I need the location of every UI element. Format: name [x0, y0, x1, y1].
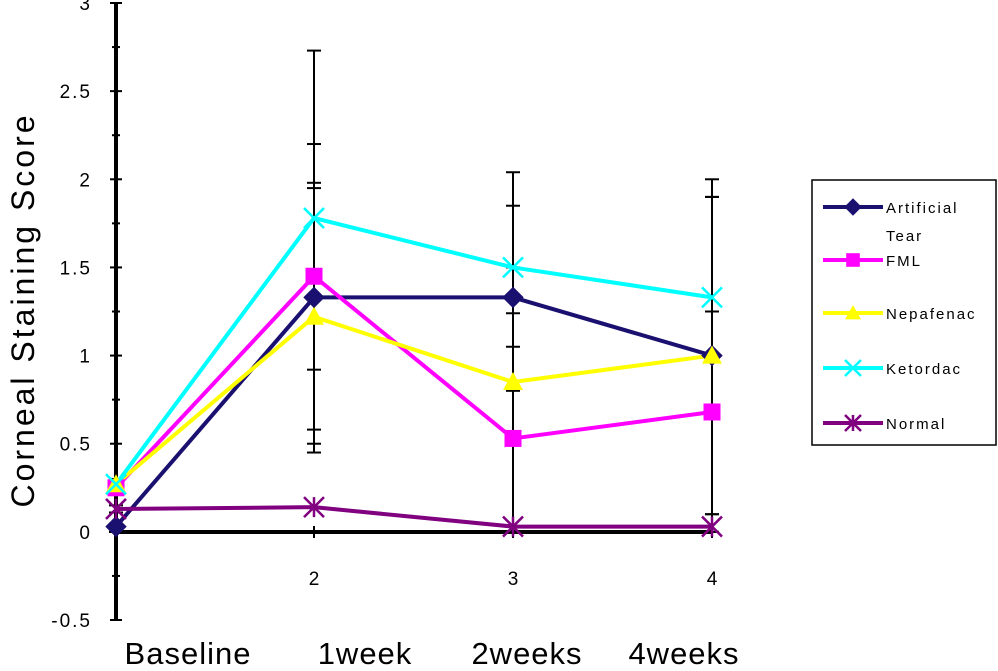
y-tick-label: 3	[79, 0, 92, 15]
legend: Artificial Tear FML Nepafenac Ketordac Normal	[811, 179, 997, 446]
data-point-square	[305, 267, 323, 285]
legend-marker-x	[844, 359, 862, 377]
data-point-x	[502, 256, 524, 279]
series-markers	[105, 207, 723, 538]
data-point-square	[504, 429, 522, 447]
x-category-label: 4weeks	[628, 636, 739, 671]
error-bars	[109, 49, 719, 533]
data-point-star	[502, 515, 524, 538]
x-category-label: 1week	[318, 636, 413, 671]
y-tick-label: 1.5	[60, 258, 92, 279]
y-tick-label: 2	[79, 170, 92, 191]
series-lines	[114, 215, 713, 529]
legend-entry-label: Normal	[886, 416, 946, 433]
data-point-triangle	[304, 306, 324, 325]
series-line-fml	[114, 273, 713, 490]
series-line-normal	[115, 505, 712, 529]
legend-marker-square	[846, 253, 860, 267]
axes: 3 2.5 2 1.5 1 0.5 0 -0.5 2 3 4 Baseline 1week 2weeks 4…	[51, 0, 739, 671]
x-number-label: 3	[508, 569, 519, 590]
legend-entry-label: FML	[886, 253, 922, 270]
x-category-label: Baseline	[125, 636, 252, 671]
legend-entry-label: Artificial Tear	[886, 200, 959, 245]
data-point-x	[105, 473, 127, 496]
data-point-triangle	[503, 372, 523, 391]
legend-marker-star	[844, 414, 862, 432]
x-number-label: 2	[309, 569, 320, 590]
legend-entry-label: Nepafenac	[886, 306, 977, 323]
series-line-artificial-tear	[114, 295, 713, 528]
data-point-x	[303, 207, 325, 229]
legend-marker-triangle	[845, 305, 861, 320]
x-number-label: 4	[707, 569, 718, 590]
data-point-x	[701, 286, 723, 309]
series-line-ketordac	[114, 215, 713, 486]
series-line-nepafenac	[114, 314, 713, 486]
data-point-triangle	[702, 345, 722, 364]
y-tick-label: 0.5	[60, 435, 92, 456]
data-point-star	[701, 515, 723, 538]
y-axis-label: Corneal Staining Score	[5, 112, 41, 507]
y-tick-label: 2.5	[60, 82, 92, 103]
x-category-label: 2weeks	[471, 636, 582, 671]
data-point-diamond	[502, 286, 524, 309]
legend-marker-diamond	[844, 198, 862, 216]
legend-entry-label: Ketordac	[886, 361, 962, 378]
y-tick-label: 0	[79, 523, 92, 544]
data-point-star	[303, 496, 325, 519]
data-point-star	[105, 498, 127, 520]
data-point-diamond	[105, 515, 127, 538]
y-tick-label: 1	[79, 347, 92, 368]
y-tick-label: -0.5	[51, 611, 92, 632]
data-point-square	[703, 403, 721, 421]
